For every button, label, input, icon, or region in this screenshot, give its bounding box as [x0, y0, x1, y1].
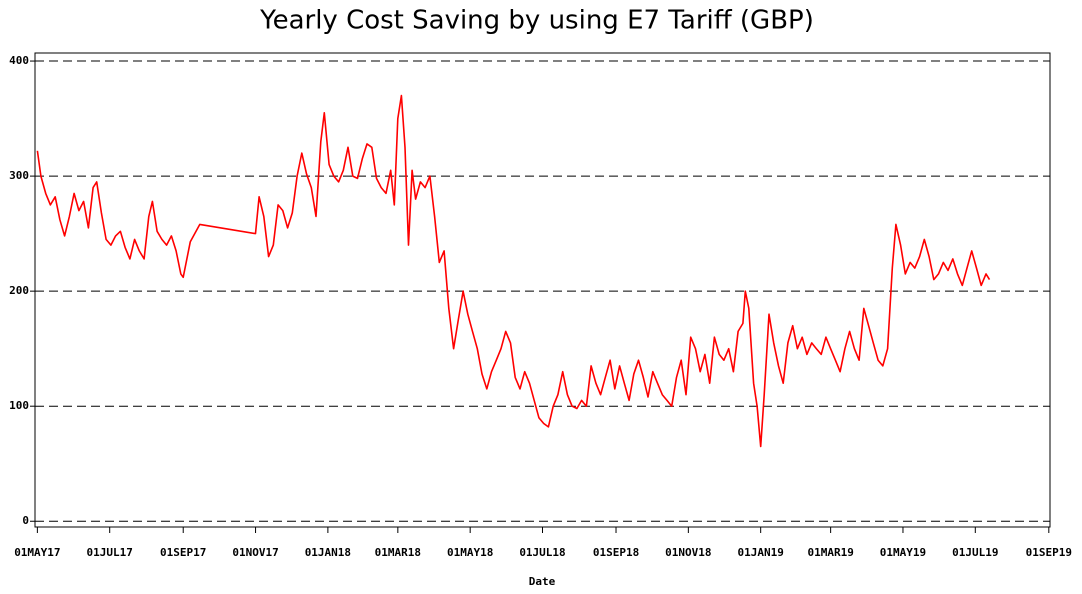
x-axis-label: Date — [529, 575, 556, 588]
x-tick-label: 01MAY18 — [447, 546, 493, 559]
y-tick-label: 200 — [9, 284, 29, 297]
x-tick-label: 01JUL19 — [952, 546, 998, 559]
x-tick-label: 01SEP17 — [160, 546, 206, 559]
x-tick-label: 01MAY17 — [14, 546, 60, 559]
x-tick-label: 01MAR18 — [375, 546, 421, 559]
x-tick-label: 01JUL17 — [87, 546, 133, 559]
chart-title: Yearly Cost Saving by using E7 Tariff (G… — [259, 6, 814, 36]
x-tick-label: 01NOV18 — [665, 546, 711, 559]
y-tick-label: 400 — [9, 54, 29, 67]
y-tick-label: 0 — [22, 514, 29, 527]
x-tick-label: 01SEP19 — [1026, 546, 1072, 559]
x-tick-label: 01JAN18 — [305, 546, 351, 559]
x-tick-label: 01JUL18 — [519, 546, 565, 559]
x-tick-label: 01MAY19 — [880, 546, 926, 559]
x-tick-label: 01SEP18 — [593, 546, 639, 559]
x-tick-label: 01MAR19 — [807, 546, 853, 559]
data-line — [36, 94, 991, 448]
x-tick-label: 01JAN19 — [737, 546, 783, 559]
y-tick-label: 300 — [9, 169, 29, 182]
x-tick-label: 01NOV17 — [232, 546, 278, 559]
y-tick-label: 100 — [9, 399, 29, 412]
